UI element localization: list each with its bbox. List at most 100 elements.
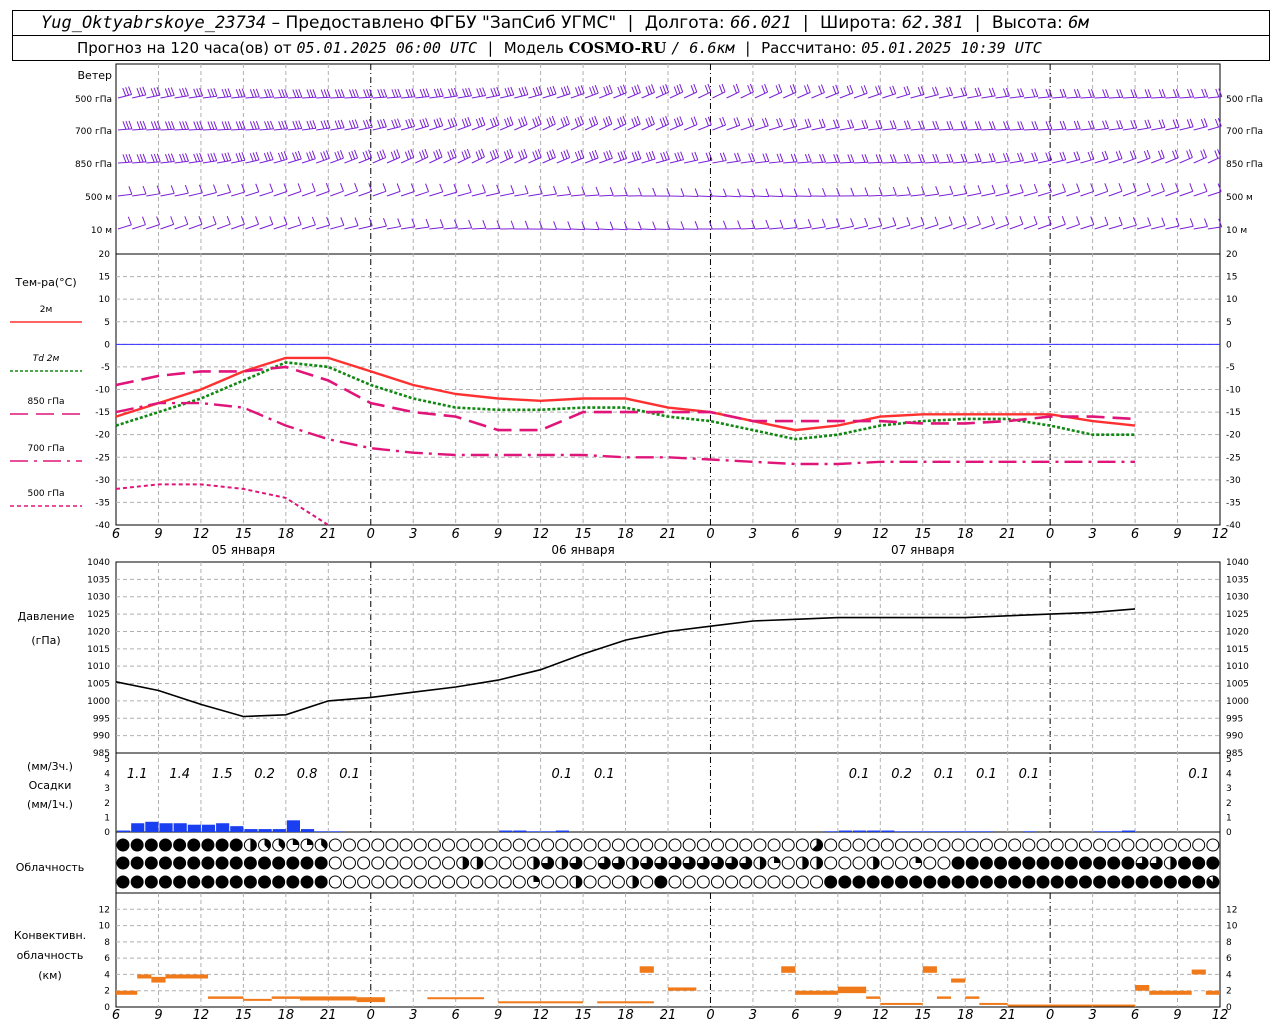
wind-barb — [1136, 149, 1151, 164]
wind-barb — [882, 186, 897, 197]
temp-tick-right: -10 — [1226, 386, 1241, 396]
wind-barb-feather — [241, 120, 246, 130]
cloud-symbol-fill — [131, 876, 144, 888]
wind-barb — [372, 183, 387, 197]
wind-barb-feather — [227, 184, 232, 193]
wind-barb — [882, 217, 897, 230]
wind-barb-feather — [320, 120, 325, 130]
wind-barb — [868, 217, 883, 230]
wind-barb-feather — [292, 152, 296, 161]
wind-barb-staff — [627, 158, 642, 164]
wind-barb-feather — [184, 216, 189, 225]
wind-barb-feather — [1020, 121, 1025, 130]
wind-barb-staff — [1052, 159, 1066, 164]
wind-barb — [499, 116, 514, 131]
wind-barb-feather — [1161, 217, 1166, 226]
wind-barb-feather — [510, 220, 515, 229]
wind-barb-feather — [818, 85, 823, 94]
pressure-tick-right: 1010 — [1226, 662, 1249, 672]
wind-barb — [344, 149, 358, 164]
cloud-symbol — [795, 875, 809, 889]
wind-barb-feather — [560, 118, 565, 127]
wind-barb-feather — [453, 117, 458, 126]
wind-barb-feather — [850, 187, 855, 197]
wind-barb-staff — [287, 158, 302, 164]
conv-cloud-bar — [922, 966, 937, 973]
cloud-symbol-fill — [881, 876, 894, 888]
precip-bar — [315, 831, 329, 832]
conv-cloud-bar — [866, 996, 881, 999]
cloud-symbol-fill — [216, 876, 229, 888]
precip-3h-sum: 0.1 — [934, 767, 955, 782]
cloud-symbol — [696, 875, 710, 889]
wind-barb-staff — [386, 156, 400, 164]
cloud-symbol — [880, 838, 894, 852]
wind-barb — [712, 188, 727, 198]
wind-barb — [386, 218, 402, 230]
wind-barb — [216, 184, 232, 197]
wind-barb-feather — [1132, 150, 1137, 159]
wind-barb-feather — [425, 117, 430, 127]
wind-barb-feather — [906, 85, 911, 95]
wind-barb-feather — [889, 86, 894, 95]
wind-barb-feather — [320, 152, 325, 161]
wind-barb-feather — [283, 216, 288, 225]
wind-barb — [174, 216, 189, 230]
wind-barb-feather — [960, 153, 965, 163]
wind-barb-feather — [439, 219, 444, 228]
wind-barb-staff — [1108, 224, 1123, 230]
wind-barb — [202, 216, 217, 230]
cloud-symbol — [937, 838, 951, 852]
cloud-cover-layer — [116, 838, 1220, 889]
wind-barb-feather — [807, 188, 812, 197]
wind-barb-feather — [606, 151, 611, 160]
wind-barb-feather — [425, 183, 430, 192]
wind-barb-feather — [776, 153, 781, 163]
wind-barb-feather — [1017, 121, 1022, 130]
wind-barb-feather — [917, 86, 922, 96]
wind-barb — [981, 216, 996, 230]
precip-bar — [881, 830, 895, 832]
wind-barb-staff — [698, 124, 712, 131]
wind-level-label-left: 700 гПа — [75, 127, 112, 137]
precip-bar — [159, 823, 173, 832]
wind-barb-staff — [301, 190, 316, 197]
wind-barb-feather — [560, 87, 565, 96]
wind-barb-feather — [1062, 183, 1066, 192]
wind-barb-feather — [255, 88, 260, 98]
wind-barb-feather — [136, 154, 141, 163]
wind-barb-staff — [698, 195, 713, 198]
wind-barb-staff — [1207, 226, 1222, 230]
precip-3h-sum: 0.1 — [849, 767, 870, 782]
wind-barb-feather — [935, 153, 940, 163]
wind-barb-staff — [231, 128, 246, 131]
wind-barb-feather — [707, 83, 712, 93]
wind-barb-feather — [631, 118, 636, 127]
cloud-symbol-fill — [1178, 876, 1191, 888]
wind-barb — [372, 217, 387, 230]
wind-barb — [655, 151, 670, 164]
wind-barb-feather — [297, 183, 302, 192]
wind-barb-feather — [295, 120, 300, 130]
wind-barb-feather — [1189, 218, 1194, 227]
wind-barb-feather — [594, 85, 599, 94]
wind-barb-feather — [496, 87, 501, 96]
wind-barb-feather — [1160, 183, 1165, 192]
cloud-symbol — [371, 875, 385, 889]
precip-bar — [173, 823, 187, 832]
wind-barb-feather — [284, 120, 289, 129]
temp-tick-left: -15 — [95, 408, 110, 418]
wind-barb — [995, 87, 1010, 99]
wind-barb-staff — [514, 123, 528, 131]
cloud-symbol-fill — [1022, 876, 1035, 888]
cloud-symbol-fill — [1093, 876, 1106, 888]
wind-barb-staff — [1066, 96, 1081, 99]
cloud-symbol-fill — [824, 876, 837, 888]
wind-barb-feather — [918, 154, 923, 163]
wind-barb-staff — [358, 126, 373, 131]
wind-barb-staff — [556, 93, 571, 99]
wind-barb-feather — [921, 153, 926, 163]
wind-barb-staff — [415, 125, 429, 131]
wind-barb — [1066, 216, 1081, 230]
precip-tick-left: 0 — [104, 828, 110, 838]
